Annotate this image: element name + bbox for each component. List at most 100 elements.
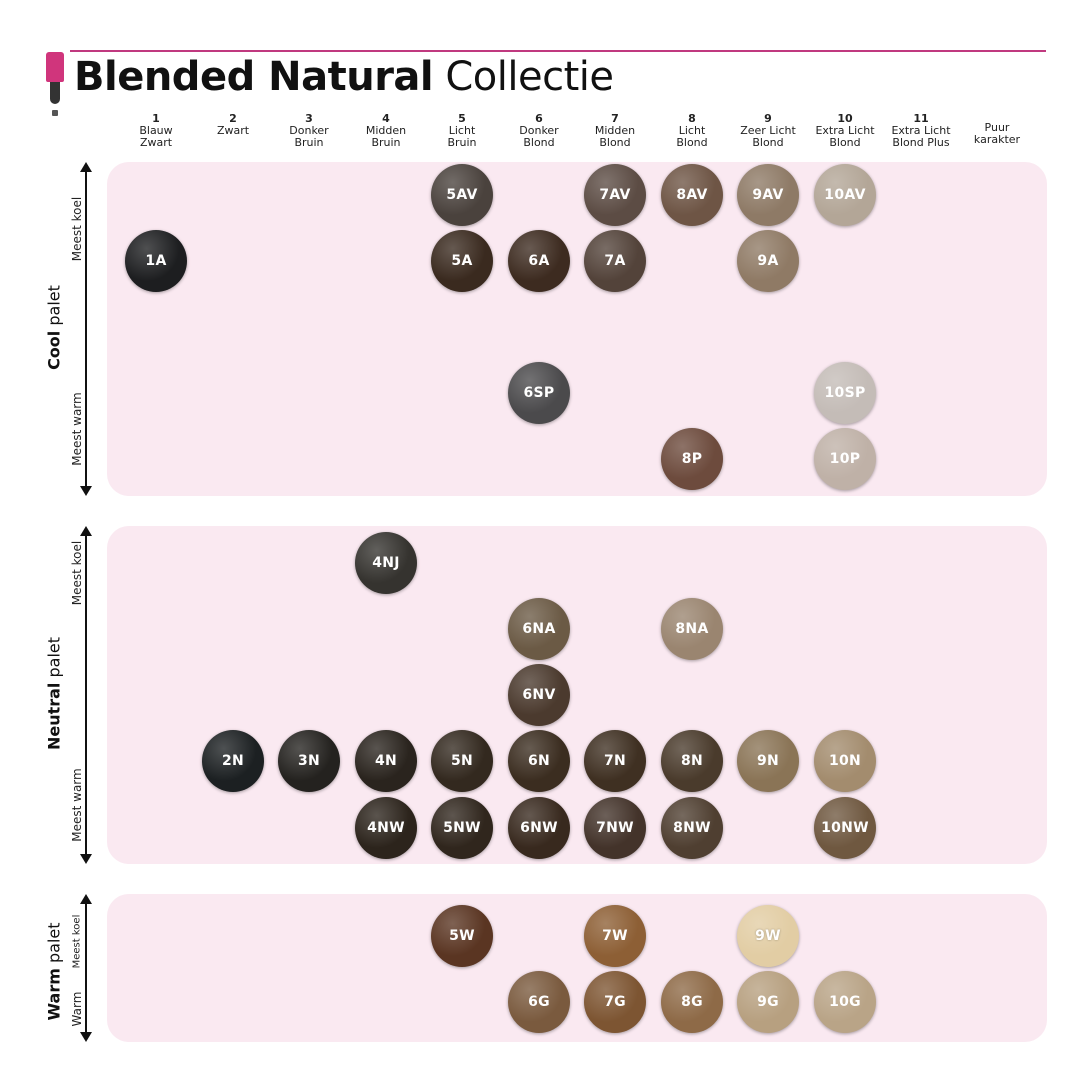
swatch-9a[interactable]: 9A [737,230,799,292]
column-level-label: Extra Licht Blond Plus [891,124,951,149]
swatch-8n[interactable]: 8N [661,730,723,792]
swatch-10sp[interactable]: 10SP [814,362,876,424]
swatch-9av[interactable]: 9AV [737,164,799,226]
column-level-number: 9 [764,112,772,125]
column-header: 11 Extra Licht Blond Plus [883,113,959,149]
swatch-7w[interactable]: 7W [584,905,646,967]
swatch-9n[interactable]: 9N [737,730,799,792]
swatch-1a[interactable]: 1A [125,230,187,292]
swatch-9g[interactable]: 9G [737,971,799,1033]
warm-bottom-axis-label: Warm [70,991,84,1027]
swatch-5n[interactable]: 5N [431,730,493,792]
swatch-label: 9W [755,928,781,944]
swatch-4n[interactable]: 4N [355,730,417,792]
swatch-6n[interactable]: 6N [508,730,570,792]
dye-tube-icon [46,52,64,82]
swatch-label: 6NW [520,820,558,836]
warm-palette-label-bold: Warm [44,968,64,1021]
neutral-axis-arrow-up-icon [80,526,92,536]
swatch-label: 6SP [523,385,555,401]
warm-axis-arrow-up-icon [80,894,92,904]
column-header: 10 Extra Licht Blond [807,113,883,149]
swatch-label: 8AV [676,187,708,203]
swatch-label: 5NW [443,820,481,836]
swatch-4nj[interactable]: 4NJ [355,532,417,594]
swatch-label: 4NJ [372,555,400,571]
column-level-label: Midden Blond [594,124,636,149]
column-level-number: 3 [305,112,313,125]
cool-palette-label: Cool palet [45,268,64,388]
swatch-label: 8NA [675,621,709,637]
swatch-label: 10P [829,451,861,467]
swatch-9w[interactable]: 9W [737,905,799,967]
swatch-label: 4NW [367,820,405,836]
swatch-label: 6NV [522,687,556,703]
swatch-label: 5A [451,253,473,269]
swatch-label: 7G [604,994,626,1010]
neutral-axis-arrow-down-icon [80,854,92,864]
swatch-10p[interactable]: 10P [814,428,876,490]
swatch-label: 7N [603,753,627,769]
swatch-label: 5AV [446,187,478,203]
column-header: 4 Midden Bruin [348,113,424,149]
swatch-5a[interactable]: 5A [431,230,493,292]
swatch-7av[interactable]: 7AV [584,164,646,226]
swatch-5av[interactable]: 5AV [431,164,493,226]
swatch-label: 5W [449,928,475,944]
swatch-label: 6N [527,753,551,769]
header-rule [70,50,1046,52]
swatch-6nv[interactable]: 6NV [508,664,570,726]
swatch-6a[interactable]: 6A [508,230,570,292]
swatch-7n[interactable]: 7N [584,730,646,792]
swatch-label: 9AV [752,187,784,203]
swatch-5nw[interactable]: 5NW [431,797,493,859]
cool-axis-line [85,172,87,486]
column-header: 8 Licht Blond [654,113,730,149]
cool-palette-label-rest: palet [44,285,64,331]
column-header: 7 Midden Blond [577,113,653,149]
swatch-6na[interactable]: 6NA [508,598,570,660]
warm-axis-arrow-down-icon [80,1032,92,1042]
swatch-8av[interactable]: 8AV [661,164,723,226]
swatch-8p[interactable]: 8P [661,428,723,490]
swatch-4nw[interactable]: 4NW [355,797,417,859]
swatch-label: 10SP [824,385,866,401]
column-header: 2 Zwart [195,113,271,137]
swatch-label: 10G [829,994,861,1010]
cool-axis-arrow-down-icon [80,486,92,496]
swatch-8g[interactable]: 8G [661,971,723,1033]
swatch-3n[interactable]: 3N [278,730,340,792]
swatch-10av[interactable]: 10AV [814,164,876,226]
swatch-8na[interactable]: 8NA [661,598,723,660]
dye-tube-tip-icon [52,110,58,116]
swatch-8nw[interactable]: 8NW [661,797,723,859]
swatch-6sp[interactable]: 6SP [508,362,570,424]
swatch-label: 7NW [596,820,634,836]
swatch-7g[interactable]: 7G [584,971,646,1033]
swatch-label: 6NA [522,621,556,637]
cool-palette-panel [107,162,1047,496]
column-level-label: Licht Blond [676,124,708,149]
swatch-6g[interactable]: 6G [508,971,570,1033]
swatch-label: 1A [145,253,167,269]
neutral-bottom-axis-label: Meest warm [70,768,84,842]
swatch-10nw[interactable]: 10NW [814,797,876,859]
swatch-10g[interactable]: 10G [814,971,876,1033]
swatch-label: 5N [450,753,474,769]
swatch-7a[interactable]: 7A [584,230,646,292]
swatch-label: 8NW [673,820,711,836]
neutral-palette-label-rest: palet [44,636,64,683]
column-level-number: 10 [837,112,853,125]
swatch-6nw[interactable]: 6NW [508,797,570,859]
swatch-2n[interactable]: 2N [202,730,264,792]
column-level-number: 11 [913,112,929,125]
swatch-5w[interactable]: 5W [431,905,493,967]
swatch-label: 10NW [821,820,869,836]
column-level-label: Zeer Licht Blond [740,124,796,149]
page-title-light: Collectie [445,54,614,100]
column-header: 9 Zeer Licht Blond [730,113,806,149]
swatch-7nw[interactable]: 7NW [584,797,646,859]
cool-bottom-axis-label: Meest warm [70,392,84,466]
swatch-10n[interactable]: 10N [814,730,876,792]
warm-palette-label: Warm palet [45,912,64,1032]
